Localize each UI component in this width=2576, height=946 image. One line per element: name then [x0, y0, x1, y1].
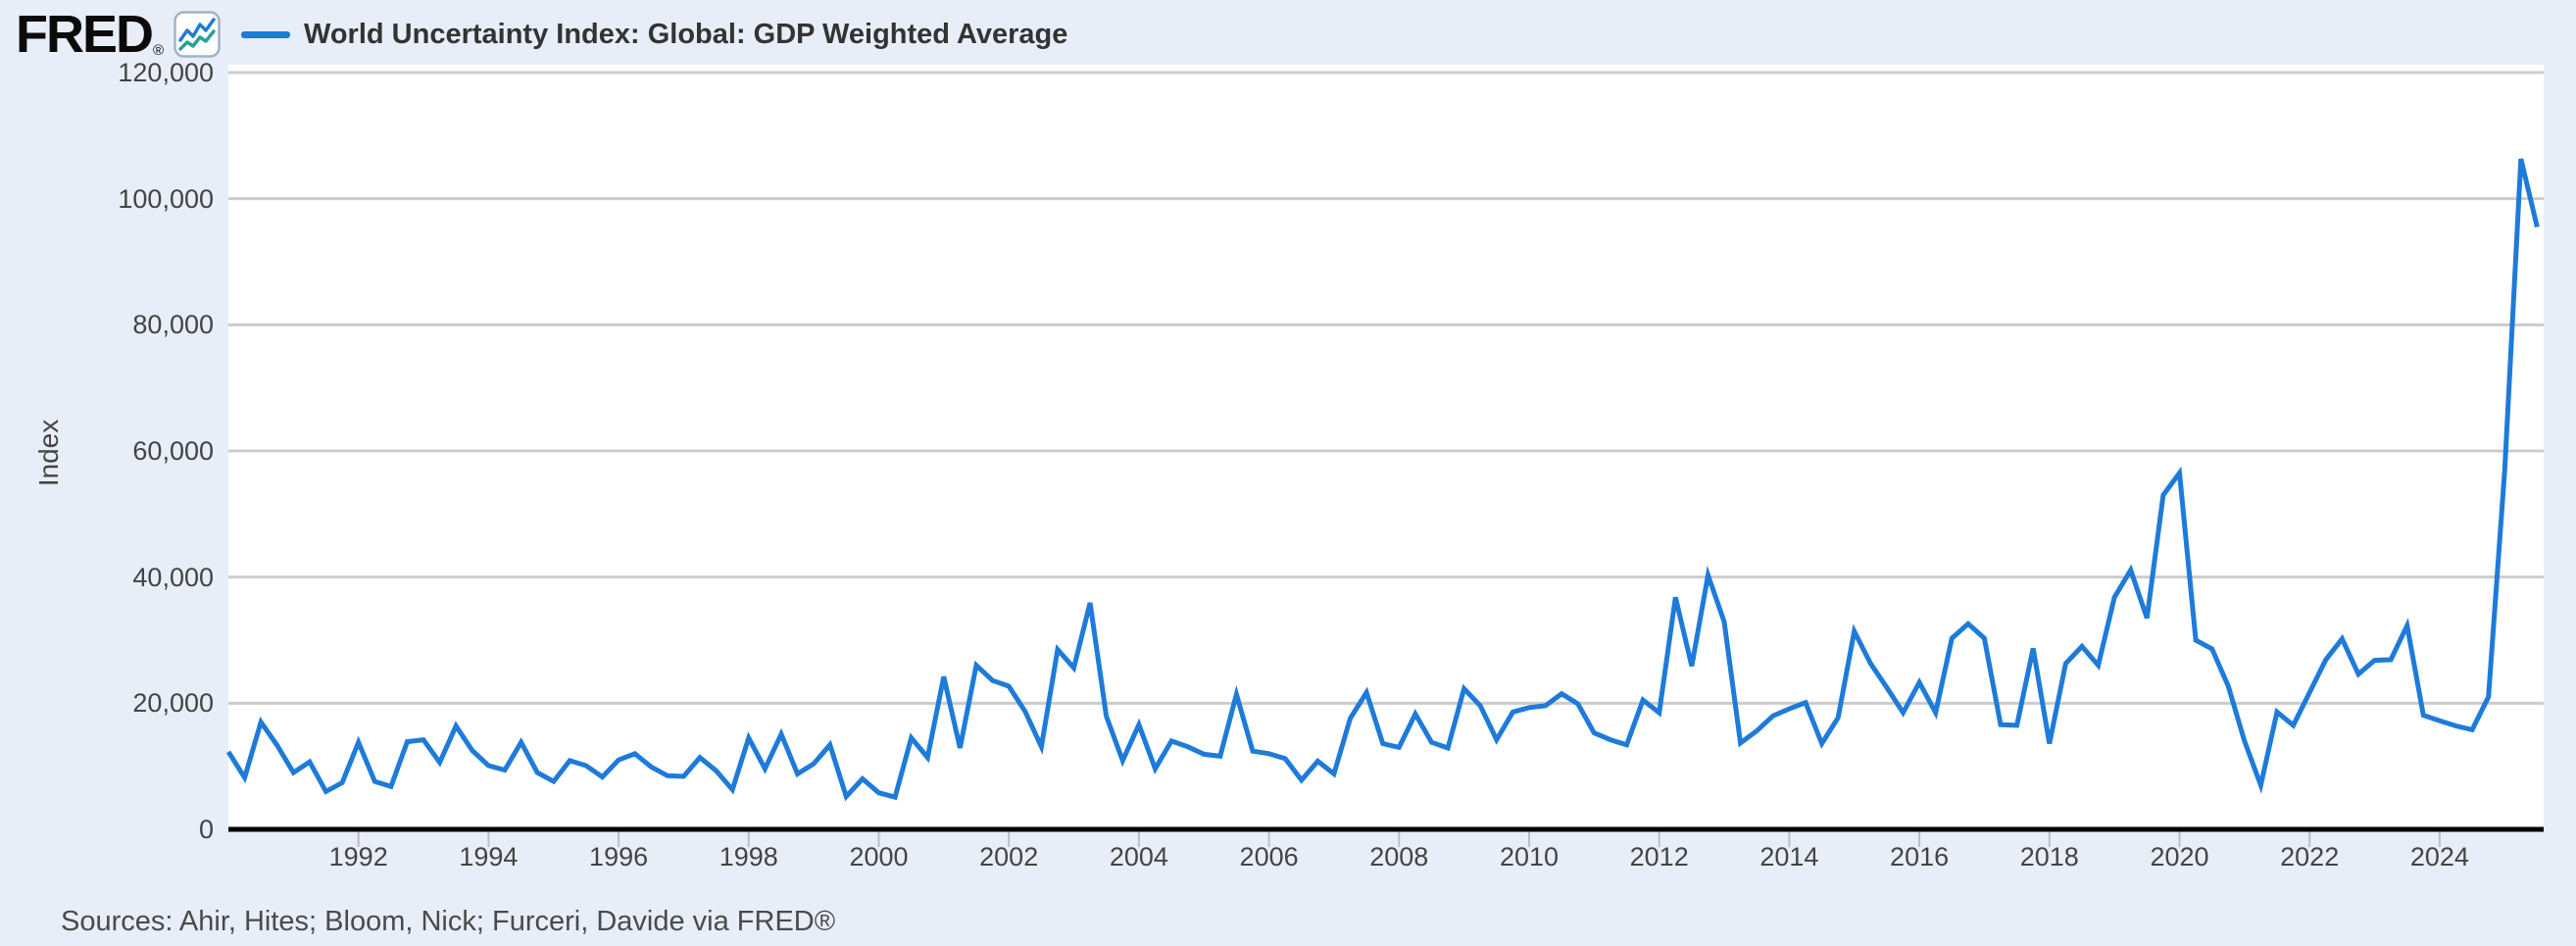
legend: World Uncertainty Index: Global: GDP Wei… — [241, 19, 1068, 51]
x-tick-label: 2024 — [2409, 842, 2469, 871]
plot-background — [228, 65, 2544, 829]
x-tick-label: 2004 — [1109, 842, 1168, 871]
legend-line-swatch — [241, 31, 290, 39]
x-tick-label: 1998 — [718, 842, 778, 871]
fred-wordmark: FRED ® — [16, 8, 164, 61]
y-tick-label: 0 — [198, 815, 214, 844]
x-tick-label: 1996 — [589, 842, 649, 871]
x-tick-label: 2022 — [2280, 842, 2340, 871]
x-tick-label: 2018 — [2019, 842, 2079, 871]
x-tick-label: 2012 — [1629, 842, 1689, 871]
x-tick-label: 1992 — [328, 842, 388, 871]
fred-logo-registered-mark: ® — [153, 42, 165, 59]
y-tick-label: 120,000 — [118, 58, 214, 87]
x-tick-label: 2020 — [2150, 842, 2209, 871]
x-tick-label: 2010 — [1499, 842, 1560, 871]
x-tick-label: 2002 — [979, 842, 1039, 871]
x-tick-label: 2014 — [1759, 842, 1819, 871]
fred-logo-chart-icon — [173, 11, 221, 58]
x-tick-label: 2000 — [849, 842, 909, 871]
x-tick-label: 2008 — [1369, 842, 1429, 871]
series-line — [225, 158, 2540, 802]
y-tick-label: 100,000 — [118, 183, 214, 214]
y-tick-label: 40,000 — [132, 562, 214, 592]
fred-logo-text: FRED — [16, 5, 154, 64]
x-tick-label: 1994 — [459, 842, 519, 871]
fred-logo[interactable]: FRED ® — [16, 8, 221, 61]
legend-series-label[interactable]: World Uncertainty Index: Global: GDP Wei… — [304, 19, 1068, 50]
y-tick-label: 60,000 — [132, 436, 214, 466]
sources-note: Sources: Ahir, Hites; Bloom, Nick; Furce… — [61, 906, 836, 937]
y-tick-label: 20,000 — [132, 688, 214, 719]
y-tick-label: 80,000 — [132, 310, 214, 340]
x-tick-label: 2006 — [1239, 842, 1299, 871]
x-tick-label: 2016 — [1890, 842, 1950, 871]
